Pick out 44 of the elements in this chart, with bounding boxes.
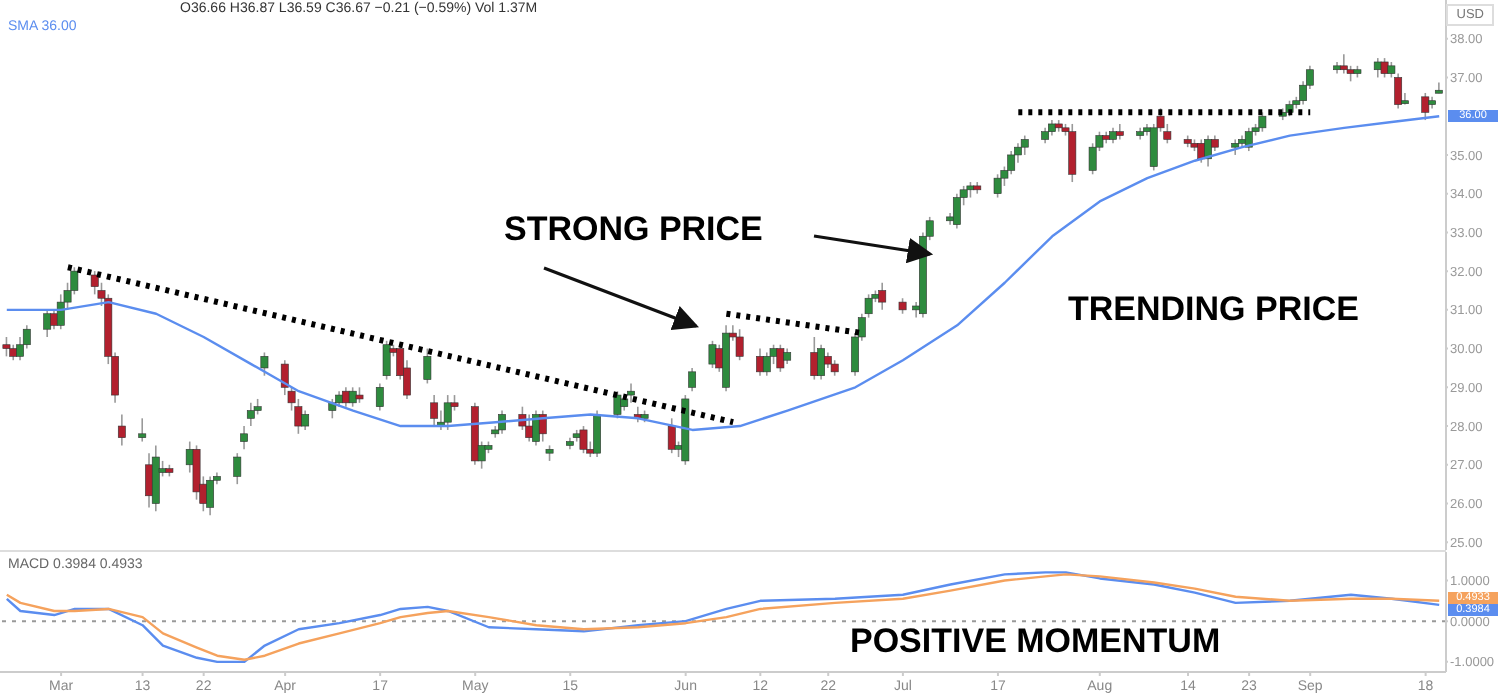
candlestick <box>810 336 819 381</box>
candlestick <box>382 340 391 381</box>
candlestick <box>151 444 160 513</box>
candlestick <box>762 351 771 377</box>
candlestick <box>375 382 384 412</box>
candlestick <box>1258 111 1267 133</box>
candlestick <box>993 173 1002 199</box>
candlestick <box>117 413 126 447</box>
candlestick <box>1421 92 1430 121</box>
candlestick <box>538 409 547 443</box>
candlestick <box>138 417 147 443</box>
candlestick <box>708 340 717 369</box>
candlestick <box>952 192 961 230</box>
candlestick <box>260 351 269 377</box>
candlestick <box>301 409 310 431</box>
candlestick <box>688 367 697 392</box>
candlestick <box>756 347 764 377</box>
candlestick <box>817 343 825 381</box>
candlestick <box>423 347 432 385</box>
candlestick <box>627 382 635 404</box>
candlestick <box>1068 123 1077 183</box>
candlestick <box>1394 72 1403 110</box>
candlestick <box>1339 53 1348 75</box>
candlestick <box>579 425 588 454</box>
candlestick <box>593 409 601 458</box>
candlestick <box>776 343 785 373</box>
candlestick <box>246 402 255 427</box>
candlestick <box>206 475 215 516</box>
annotation: POSITIVE MOMENTUM <box>850 622 1221 662</box>
candlestick <box>735 328 744 362</box>
candlestick <box>667 417 676 454</box>
candlestick <box>430 394 439 427</box>
candlestick <box>348 386 357 408</box>
candlestick <box>525 413 534 443</box>
candlestick <box>240 425 248 451</box>
candlestick <box>280 359 289 396</box>
candlestick <box>878 281 887 311</box>
candlestick <box>1020 134 1029 156</box>
candlestick <box>233 452 242 485</box>
candlestick <box>145 452 153 509</box>
candlestick <box>443 394 452 431</box>
candlestick <box>1380 57 1389 79</box>
annotation: STRONG PRICE <box>504 210 763 250</box>
annotation: TRENDING PRICE <box>1068 290 1359 330</box>
